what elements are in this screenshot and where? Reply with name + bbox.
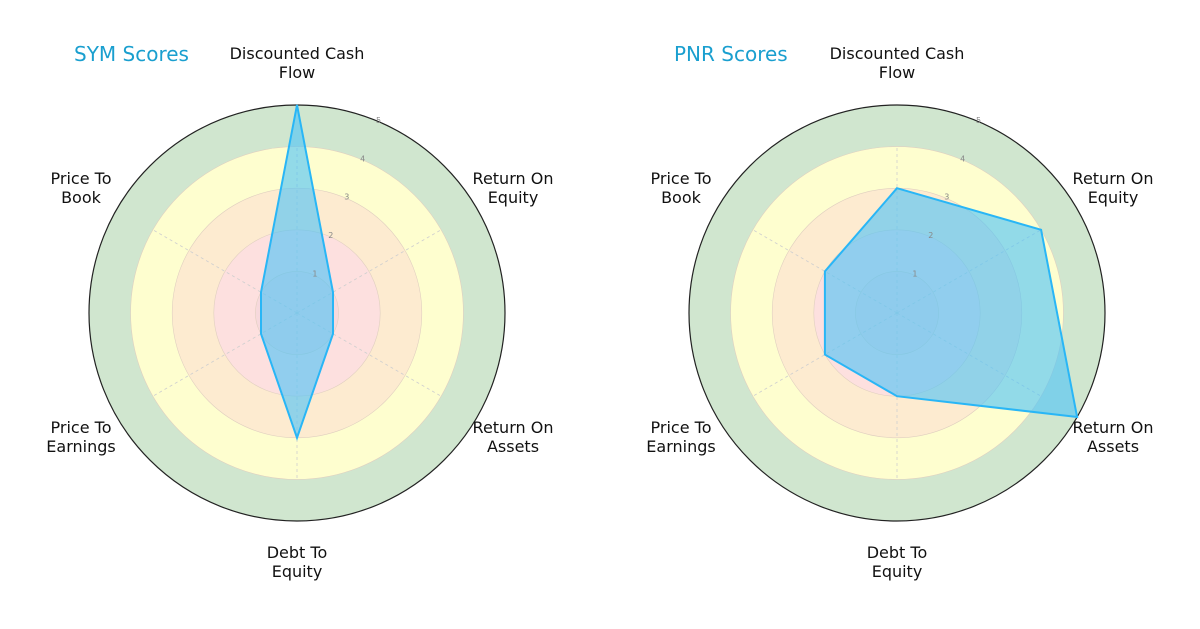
score-polygon [260,104,334,441]
axis-spoke [296,312,442,397]
sym-label-pb: Price To Book [50,169,112,207]
sym-label-roe: Return On Equity [472,169,554,207]
r-tick-label: 1 [312,270,317,279]
score-polygon [823,187,1079,419]
radar-chart-1: 1 2 3 4 5 [688,104,1106,522]
axis-spoke [152,312,298,397]
r-tick-label: 2 [928,231,933,240]
r-tick-label: 3 [344,193,349,202]
r-tick-label: 5 [376,116,381,125]
sym-label-roa: Return On Assets [472,418,554,456]
sym-label-de: Debt To Equity [266,543,328,581]
outer-border [688,104,1106,522]
r-tick-label: 1 [912,270,917,279]
r-tick-label: 4 [360,154,365,163]
pnr-label-roe: Return On Equity [1072,169,1154,207]
pnr-chart-title: PNR Scores [674,42,788,66]
sym-chart-title: SYM Scores [74,42,189,66]
pnr-label-pb: Price To Book [650,169,712,207]
axis-spoke [752,229,898,314]
pnr-label-de: Debt To Equity [866,543,928,581]
r-tick-label: 4 [960,154,965,163]
r-tick-label: 3 [944,193,949,202]
r-tick-label: 2 [328,231,333,240]
pnr-label-dcf: Discounted Cash Flow [829,44,965,82]
pnr-label-pe: Price To Earnings [646,418,716,456]
pnr-label-roa: Return On Assets [1072,418,1154,456]
sym-label-pe: Price To Earnings [46,418,116,456]
axis-spoke [152,229,298,314]
axis-spoke [296,229,442,314]
axis-spoke [752,312,898,397]
sym-label-dcf: Discounted Cash Flow [229,44,365,82]
radar-chart-0: 1 2 3 4 5 [88,104,506,522]
r-tick-label: 5 [976,116,981,125]
